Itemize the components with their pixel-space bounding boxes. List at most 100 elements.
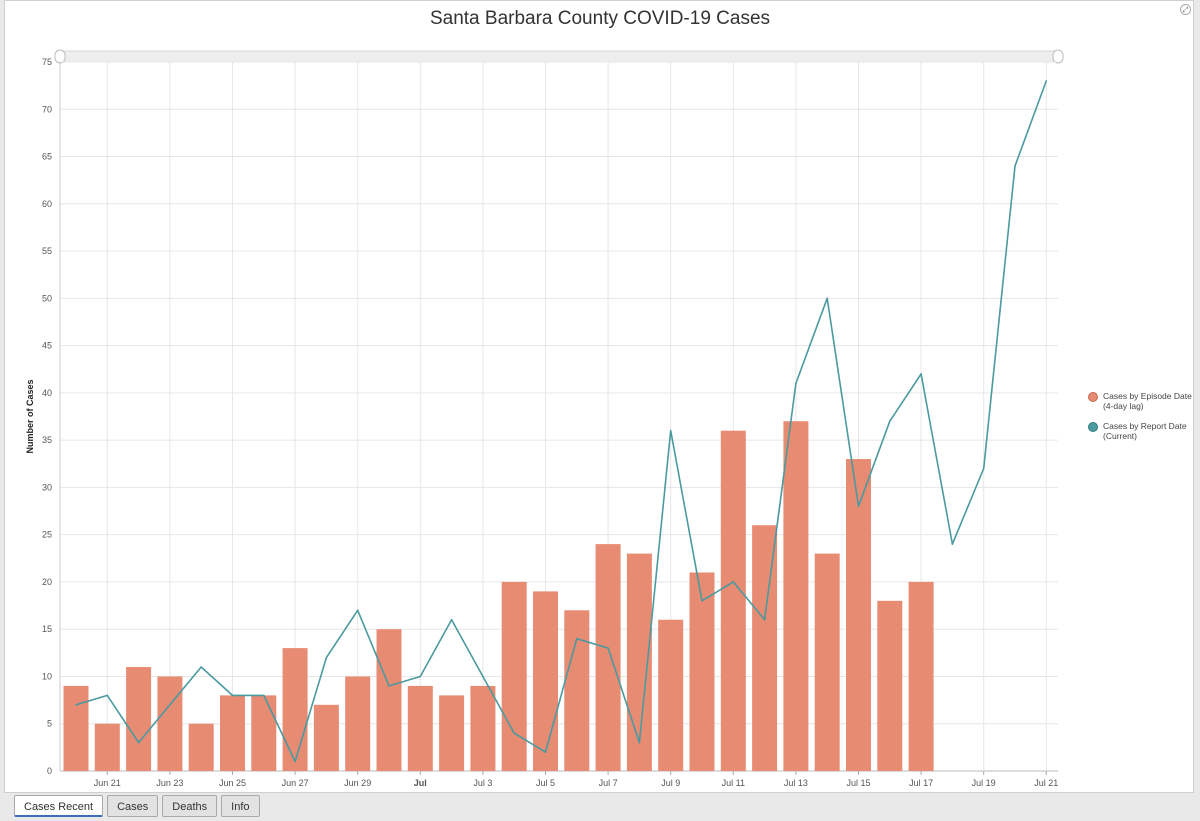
range-slider-right-handle[interactable]: [1052, 49, 1064, 64]
bar-episode-date: [595, 544, 621, 771]
point-report-date: [325, 656, 328, 659]
bar-episode-date: [94, 723, 120, 771]
point-report-date: [638, 741, 641, 744]
x-tick-label: Jul 7: [599, 778, 618, 788]
legend-label-report: Cases by Report Date (Current): [1103, 421, 1187, 441]
point-report-date: [826, 297, 828, 300]
point-report-date: [419, 675, 422, 678]
chart-legend: Cases by Episode Date (4-day lag) Cases …: [1088, 391, 1192, 451]
bar-episode-date: [846, 459, 871, 771]
point-report-date: [106, 694, 109, 697]
bar-episode-date: [814, 553, 840, 771]
y-tick-label: 15: [42, 624, 52, 634]
y-tick-label: 30: [42, 482, 52, 492]
y-tick-label: 65: [42, 152, 52, 162]
point-report-date: [544, 751, 547, 753]
bar-episode-date: [877, 600, 903, 771]
bar-episode-date: [783, 421, 809, 771]
y-axis-label: Number of Cases: [25, 379, 35, 453]
y-tick-label: 5: [47, 719, 52, 729]
chart-plot: 0 5 10 15 20 25 30 35 40 45 50 55 60 65 70 75 Jun 21 Jun …: [25, 49, 1064, 788]
point-report-date: [294, 760, 296, 763]
line-report-date: [75, 80, 1048, 763]
y-tick-label: 75: [42, 57, 52, 67]
point-report-date: [982, 467, 985, 470]
point-report-date: [231, 694, 234, 697]
point-report-date: [607, 647, 609, 649]
y-tick-label: 10: [42, 671, 52, 681]
x-tick-label: Jul 21: [1034, 778, 1058, 788]
x-tick-label: Jul: [414, 778, 427, 788]
point-report-date: [795, 382, 797, 385]
legend-item-report[interactable]: Cases by Report Date (Current): [1088, 421, 1192, 441]
legend-swatch-episode: [1088, 392, 1098, 402]
bar-episode-date: [157, 676, 183, 771]
x-tick-label: Jul 11: [722, 778, 745, 788]
y-tick-label: 70: [42, 104, 52, 114]
bar-episode-date: [470, 685, 496, 771]
bar-episode-date: [345, 676, 371, 771]
legend-swatch-report: [1088, 422, 1098, 432]
bar-episode-date: [313, 704, 339, 771]
tab-info[interactable]: Info: [221, 795, 260, 817]
x-tick-label: Jul 5: [536, 778, 555, 788]
expand-icon[interactable]: ⤢: [1180, 4, 1191, 15]
y-tick-label: 50: [42, 293, 52, 303]
tab-cases-recent[interactable]: Cases Recent: [14, 795, 104, 817]
point-report-date: [701, 600, 703, 602]
bar-episode-date: [720, 430, 746, 771]
point-report-date: [137, 741, 140, 744]
bar-episode-date: [63, 685, 89, 771]
point-report-date: [1014, 165, 1016, 167]
range-slider-track: [59, 50, 1059, 63]
point-report-date: [356, 609, 359, 612]
tab-deaths[interactable]: Deaths: [162, 795, 218, 817]
x-tick-label: Jun 25: [219, 778, 246, 788]
bar-episode-date: [908, 581, 934, 771]
point-report-date: [732, 581, 735, 583]
point-report-date: [669, 429, 672, 432]
y-tick-label: 0: [47, 766, 52, 776]
bar-episode-date: [407, 685, 433, 771]
legend-item-episode[interactable]: Cases by Episode Date (4-day lag): [1088, 391, 1192, 411]
x-tick-label: Jul 13: [784, 778, 808, 788]
point-report-date: [889, 420, 891, 423]
tab-cases[interactable]: Cases: [107, 795, 159, 817]
x-tick-label: Jul 17: [909, 778, 933, 788]
legend-label-episode: Cases by Episode Date (4-day lag): [1103, 391, 1192, 411]
bar-episode-date: [251, 695, 277, 771]
bar-episode-date: [658, 619, 684, 771]
x-tick-label: Jul 3: [473, 778, 492, 788]
x-tick-label: Jun 29: [344, 778, 371, 788]
x-tick-label: Jun 21: [94, 778, 121, 788]
y-tick-label: 25: [42, 530, 52, 540]
point-report-date: [169, 704, 171, 706]
x-tick-label: Jun 23: [156, 778, 183, 788]
bar-episode-date: [439, 695, 465, 771]
bar-episode-date: [220, 695, 245, 771]
y-tick-label: 45: [42, 341, 52, 351]
bar-episode-date: [533, 591, 558, 771]
y-tick-label: 20: [42, 577, 52, 587]
y-tick-label: 40: [42, 388, 52, 398]
y-tick-label: 55: [42, 246, 52, 256]
point-report-date: [763, 618, 766, 621]
bar-episode-date: [376, 629, 402, 771]
range-slider-left-handle[interactable]: [54, 49, 66, 64]
x-tick-label: Jul 15: [846, 778, 870, 788]
point-report-date: [482, 675, 484, 678]
bar-episode-date: [126, 667, 152, 771]
point-report-date: [75, 704, 77, 706]
point-report-date: [920, 373, 922, 375]
point-report-date: [951, 543, 954, 545]
point-report-date: [576, 637, 578, 640]
point-report-date: [1045, 80, 1048, 82]
bar-episode-date: [188, 723, 214, 771]
bar-episode-date: [564, 610, 590, 771]
x-tick-label: Jun 27: [282, 778, 309, 788]
x-tick-label: Jul 9: [661, 778, 680, 788]
point-report-date: [200, 666, 202, 668]
bar-episode-date: [689, 572, 715, 771]
point-report-date: [513, 732, 515, 734]
bar-episode-date: [752, 525, 778, 771]
